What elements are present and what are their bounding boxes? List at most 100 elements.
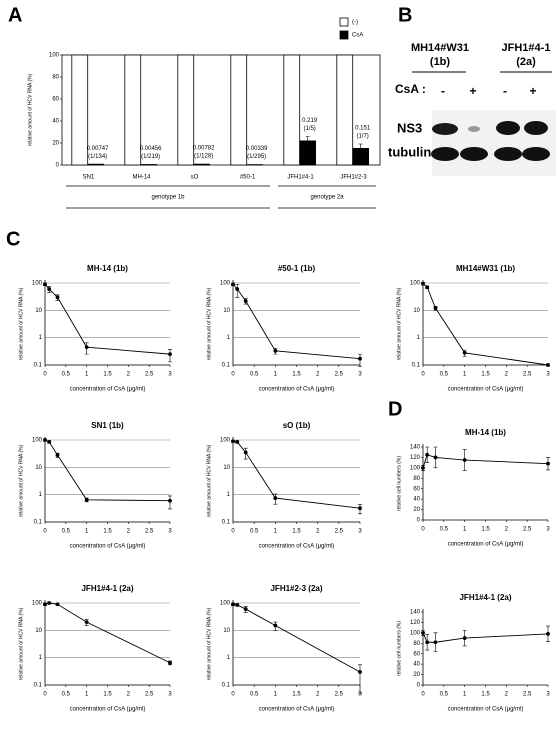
band (431, 147, 459, 161)
chart-title: #50-1 (1b) (278, 264, 316, 273)
x-tick-label: 0 (43, 529, 47, 535)
data-point (433, 640, 438, 645)
bar (177, 54, 195, 166)
x-tick-label: 1.5 (292, 692, 301, 698)
x-tick-label: 1 (463, 527, 467, 533)
panel-label: B (398, 4, 412, 26)
x-tick-label: 3 (168, 529, 172, 535)
x-axis-label: concentration of CsA (μg/ml) (70, 544, 146, 550)
y-tick-label: 100 (220, 438, 231, 444)
band (524, 121, 548, 135)
data-point (43, 282, 47, 287)
x-tick-label: 2.5 (145, 692, 154, 698)
x-tick-label: JFH1#4-1 (287, 175, 314, 181)
x-axis-label: concentration of CsA (μg/ml) (259, 544, 335, 550)
x-tick-label: 0 (43, 372, 47, 378)
x-tick-label: 2.5 (523, 372, 532, 378)
data-point (421, 630, 425, 635)
bar (87, 163, 105, 166)
bar (71, 54, 89, 166)
band (522, 147, 550, 161)
chart-title: JFH1#4-1 (2a) (459, 593, 511, 602)
data-line (44, 439, 171, 502)
y-tick-label: 20 (413, 672, 420, 678)
data-point (425, 452, 430, 457)
ratio-label: (1/5) (303, 126, 315, 132)
y-tick-label: 60 (413, 651, 420, 657)
value-label: 0.00339 (246, 146, 268, 152)
sample-genotype: (2a) (516, 56, 536, 68)
data-point (235, 287, 240, 291)
data-point (168, 660, 172, 665)
lane-label: + (529, 84, 536, 98)
chart-title: JFH1#2-3 (2a) (270, 584, 322, 593)
x-tick-label: 1 (85, 372, 89, 378)
data-point (231, 602, 235, 607)
x-tick-label: 0.5 (250, 529, 259, 535)
x-tick-label: 1 (85, 692, 89, 698)
blot-image (432, 110, 556, 176)
x-axis-label: concentration of CsA (μg/ml) (70, 707, 146, 713)
data-point (462, 350, 467, 355)
treatment-label: CsA : (395, 82, 426, 96)
y-tick-label: 1 (417, 335, 421, 341)
x-tick-label: 0 (231, 529, 235, 535)
x-tick-label: 1 (274, 372, 278, 378)
x-tick-label: 0 (43, 692, 47, 698)
x-tick-label: 0.5 (250, 692, 259, 698)
data-point (243, 299, 248, 303)
y-axis-label: relative cell numbers (%) (396, 456, 402, 511)
data-line (232, 440, 361, 509)
y-tick-label: 40 (52, 119, 59, 125)
x-tick-label: sO (191, 175, 199, 181)
data-point (235, 440, 240, 444)
data-point (421, 465, 425, 470)
y-tick-label: 10 (223, 308, 230, 314)
sample-name: JFH1#4-1 (502, 42, 551, 54)
band (494, 147, 522, 161)
x-tick-label: 2 (505, 372, 509, 378)
y-tick-label: 120 (410, 455, 421, 461)
x-tick-label: 0.5 (62, 692, 71, 698)
x-tick-label: 1 (463, 692, 467, 698)
data-line (232, 283, 361, 360)
x-tick-label: 2.5 (335, 372, 344, 378)
x-tick-label: 2.5 (335, 529, 344, 535)
data-point (273, 623, 278, 628)
y-tick-label: 1 (227, 335, 231, 341)
x-axis-label: concentration of CsA (μg/ml) (448, 387, 524, 393)
x-axis-label: concentration of CsA (μg/ml) (259, 707, 335, 713)
bar (193, 163, 211, 166)
y-tick-label: 140 (410, 445, 421, 451)
ratio-label: (1/219) (141, 154, 160, 160)
lane-label: - (503, 84, 507, 98)
y-axis-label: relative amount of HCV RNA (%) (206, 607, 212, 680)
x-tick-label: 1.5 (481, 692, 490, 698)
data-point (84, 345, 89, 350)
y-tick-label: 40 (413, 662, 420, 668)
y-tick-label: 40 (413, 497, 420, 503)
y-tick-label: 80 (413, 641, 420, 647)
y-axis-label: relative amount of HCV RNA (%) (206, 287, 212, 360)
y-tick-label: 100 (410, 465, 421, 471)
data-line (44, 283, 171, 355)
chart-title: MH14#W31 (1b) (456, 264, 515, 273)
value-label: 0.00456 (140, 146, 162, 152)
y-tick-label: 100 (32, 281, 43, 287)
x-tick-label: #50-1 (240, 175, 256, 181)
data-line (422, 632, 549, 643)
x-tick-label: 3 (546, 692, 550, 698)
x-tick-label: 0 (421, 372, 425, 378)
band (460, 147, 488, 161)
lane-label: + (469, 84, 476, 98)
y-tick-label: 10 (223, 628, 230, 634)
y-axis-label: relative amount of HCV RNA (%) (206, 444, 212, 517)
data-point (546, 461, 550, 466)
bar (140, 164, 158, 166)
chart-title: sO (1b) (283, 421, 311, 430)
data-point (84, 620, 89, 625)
x-tick-label: 1 (274, 529, 278, 535)
x-tick-label: 0.5 (440, 692, 449, 698)
data-point (433, 455, 438, 460)
x-tick-label: 2 (316, 529, 320, 535)
